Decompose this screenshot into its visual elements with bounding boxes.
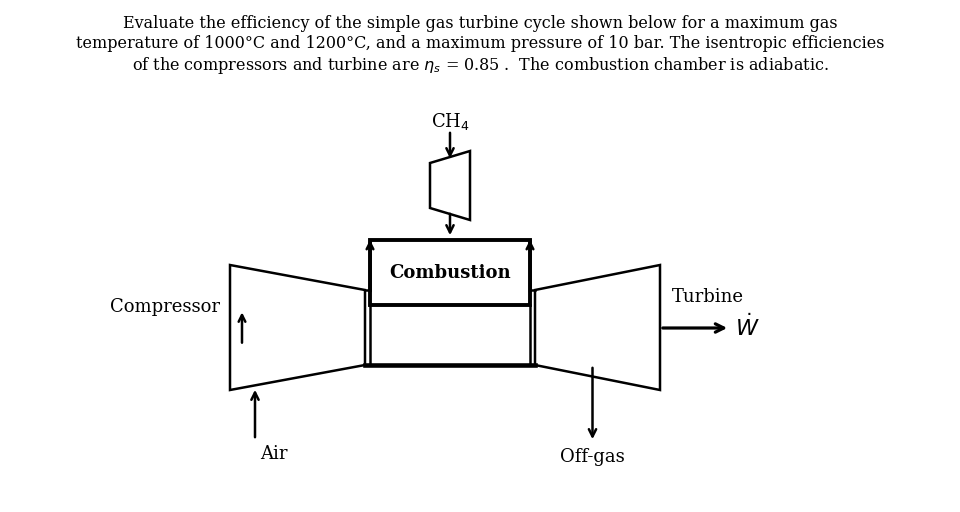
Text: $\dot{W}$: $\dot{W}$ <box>735 314 759 342</box>
Text: Compressor: Compressor <box>110 298 220 316</box>
Text: CH$_4$: CH$_4$ <box>430 111 469 132</box>
Text: Air: Air <box>260 445 287 463</box>
Text: Evaluate the efficiency of the simple gas turbine cycle shown below for a maximu: Evaluate the efficiency of the simple ga… <box>123 15 837 32</box>
Text: temperature of 1000°C and 1200°C, and a maximum pressure of 10 bar. The isentrop: temperature of 1000°C and 1200°C, and a … <box>76 35 884 52</box>
Text: Turbine: Turbine <box>672 288 744 307</box>
Text: Off-gas: Off-gas <box>560 448 625 466</box>
Text: of the compressors and turbine are $\eta_s$ = 0.85 .  The combustion chamber is : of the compressors and turbine are $\eta… <box>132 55 828 76</box>
Text: Combustion: Combustion <box>389 264 511 282</box>
